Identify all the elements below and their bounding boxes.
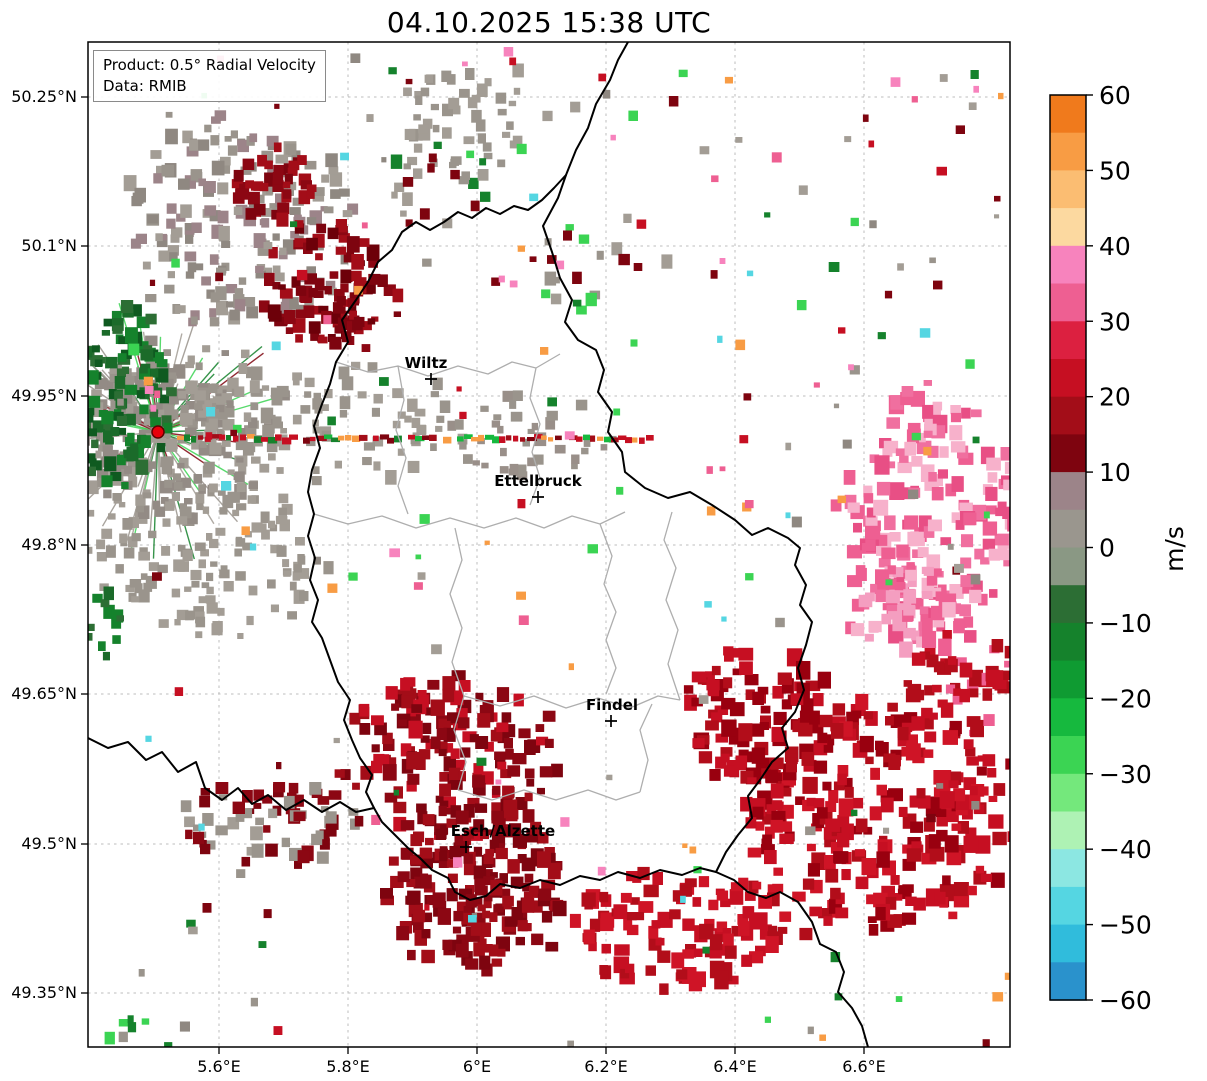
product-info-box: Product: 0.5° Radial Velocity Data: RMIB [93,50,326,102]
city-marker [425,373,437,385]
colorbar-tick-label: 10 [1099,458,1131,487]
city-marker [605,715,617,727]
city-label: Findel [586,696,638,714]
lat-tick-label: 49.5°N [21,834,77,853]
radar-station-layer [151,425,165,439]
lat-tick-label: 49.95°N [11,386,77,405]
city-marker [460,841,472,853]
district-borders [313,353,681,801]
data-source-label: Data: RMIB [103,77,187,95]
lon-tick-label: 6.2°E [584,1057,628,1076]
colorbar-tick-label: −10 [1099,609,1152,638]
lat-tick-label: 49.8°N [21,535,77,554]
product-label: Product: 0.5° Radial Velocity [103,56,316,74]
country-borders [88,42,869,1047]
figure-title: 04.10.2025 15:38 UTC [386,6,712,39]
colorbar-tick-label: −60 [1099,986,1152,1015]
city-markers: Wiltz Ettelbruck Findel Esch/Alzette [405,354,638,853]
city-label: Ettelbruck [494,472,583,490]
lon-tick-label: 5.6°E [197,1057,241,1076]
colorbar-tick-label: −20 [1099,684,1152,713]
radar-echo-layer [88,47,1010,1047]
colorbar-tick-label: 40 [1099,232,1131,261]
city-label: Wiltz [405,354,448,372]
lat-tick-label: 49.35°N [11,983,77,1002]
colorbar-unit-label: m/s [1160,526,1189,572]
axis-labels: 50.25°N 50.1°N 49.95°N 49.8°N 49.65°N 49.5°N 4… [11,87,886,1076]
lon-tick-label: 6.6°E [842,1057,886,1076]
colorbar-tick-label: −40 [1099,835,1152,864]
lon-tick-label: 6.4°E [713,1057,757,1076]
lat-tick-label: 50.25°N [11,87,77,106]
colorbar-tick-label: −50 [1099,911,1152,940]
colorbar-tick-label: 30 [1099,307,1131,336]
city-marker [532,491,544,503]
lon-tick-label: 6°E [463,1057,491,1076]
colorbar: 60 50 40 30 20 10 0 −10 −20 −30 −40 −50 −60 [1049,81,1152,1015]
axis-ticks [81,96,865,1054]
lat-tick-label: 50.1°N [21,236,77,255]
colorbar-tick-label: 20 [1099,383,1131,412]
radar-station-dot [151,425,165,439]
colorbar-tick-label: −30 [1099,760,1152,789]
colorbar-tick-label: 0 [1099,534,1115,563]
colorbar-tick-label: 50 [1099,156,1131,185]
colorbar-tick-label: 60 [1099,81,1131,110]
lon-tick-label: 5.8°E [326,1057,370,1076]
lat-tick-label: 49.65°N [11,684,77,703]
city-label: Esch/Alzette [451,822,555,840]
